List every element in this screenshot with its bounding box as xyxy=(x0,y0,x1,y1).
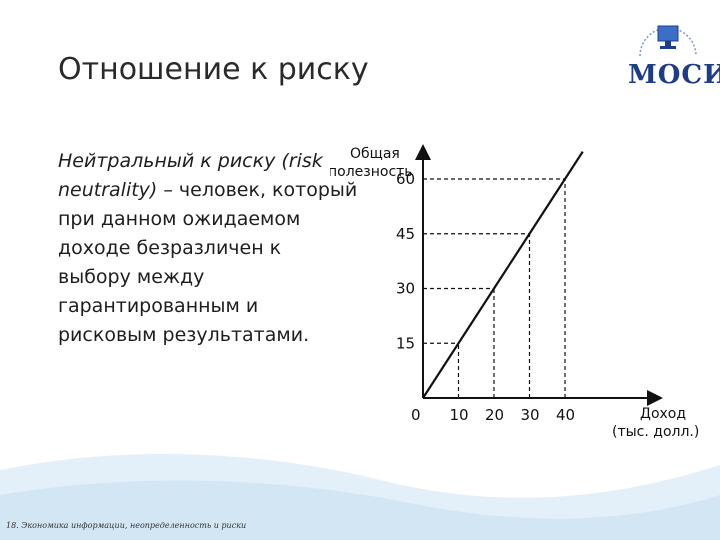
x-axis-label-line1: Доход xyxy=(640,406,686,422)
y-tick-label: 15 xyxy=(396,334,415,352)
footer-caption: 18. Экономика информации, неопределеннос… xyxy=(6,521,247,530)
x-axis-label-line2: (тыс. долл.) xyxy=(612,424,699,440)
definition-text: Нейтральный к риску (risk neutrality) – … xyxy=(58,147,358,350)
y-tick-label: 45 xyxy=(396,225,415,243)
x-tick-label: 20 xyxy=(485,406,504,424)
y-tick-label: 60 xyxy=(396,170,415,188)
y-tick-label: 30 xyxy=(396,280,415,298)
tick-labels: 10 20 30 40 15 30 45 60 xyxy=(396,170,575,424)
logo-emblem xyxy=(639,25,697,57)
y-axis-label-line1: Общая xyxy=(350,146,400,162)
y-axis-label-line2: полезность xyxy=(330,164,413,180)
dashed-guides xyxy=(423,178,566,398)
logo-monitor-icon xyxy=(657,25,679,42)
logo-text: МОСИ xyxy=(628,60,720,90)
x-tick-label: 30 xyxy=(521,406,540,424)
slide-title: Отношение к риску xyxy=(58,52,369,87)
utility-line xyxy=(422,151,584,399)
x-tick-label: 10 xyxy=(450,406,469,424)
bottom-wave-decoration xyxy=(0,453,720,540)
definition-body: – человек, который при данном ожидаемом … xyxy=(58,179,358,346)
term-risk-neutrality: Нейтральный к риску (risk neutrality) xyxy=(58,150,323,201)
x-tick-label: 40 xyxy=(556,406,575,424)
origin-label: 0 xyxy=(411,406,421,424)
logo-arc xyxy=(639,27,697,57)
